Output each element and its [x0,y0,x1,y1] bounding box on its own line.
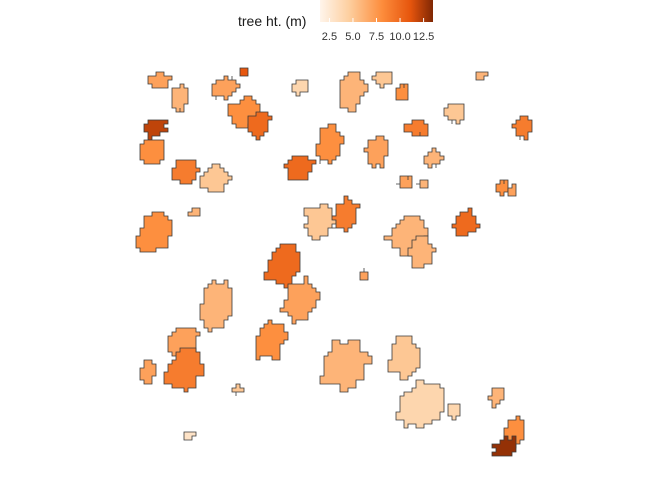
tree-crown-14 [395,83,409,101]
tree-crown-30 [495,179,509,197]
tree-crown-44 [447,403,461,421]
tree-crown-24 [416,179,429,189]
tree-crown-32 [135,211,173,253]
tree-crown-10 [239,67,249,77]
tree-crown-41 [319,339,373,393]
tree-crown-48 [231,383,245,396]
tree-crown-11 [291,79,309,97]
legend-tick-label: 5.0 [345,31,360,43]
tree-crown-33 [187,207,201,217]
tree-crown-21 [283,155,317,181]
tree-crown-7 [211,75,241,101]
tree-crown-43 [395,379,445,429]
tree-crown-25 [303,203,337,241]
tree-crown-4 [139,139,165,165]
legend-tick-label: 7.5 [369,31,384,43]
tree-crown-3 [143,119,169,141]
tree-crown-17 [423,147,445,169]
tree-crown-39 [163,347,205,393]
tree-crown-18 [443,103,465,125]
tree-crown-37 [199,279,233,333]
tree-crown-49 [359,268,369,281]
tree-crown-16 [363,135,389,169]
tree-crown-15 [403,119,429,137]
legend-colorbar [320,0,433,22]
tree-crown-2 [171,83,189,113]
tree-crown-46 [491,435,517,457]
tree-crown-28 [451,207,481,237]
tree-crown-22 [315,123,345,165]
legend-tick-label: 12.5 [413,31,434,43]
crown-layer [135,67,533,457]
tree-crown-23 [396,175,413,189]
tree-crown-6 [199,163,233,193]
legend-title: tree ht. (m) [238,13,306,29]
tree-crown-5 [171,159,201,185]
tree-crown-12 [339,71,369,113]
tree-crown-9 [247,111,273,141]
tree-crown-26 [331,195,361,233]
tree-crown-20 [475,71,489,81]
tree-crown-47 [183,431,197,441]
legend-ticks: 2.5 5.0 7.5 10.0 12.5 [322,18,434,43]
legend-tick-label: 2.5 [322,31,337,43]
tree-crown-35 [279,275,321,325]
tree-crown-40 [139,359,157,385]
tree-crown-13 [371,71,393,89]
tree-crown-19 [511,115,533,141]
tree-crown-36 [255,319,289,361]
legend-tick-label: 10.0 [389,31,410,43]
tree-crown-42 [387,335,421,381]
tree-crown-29 [407,235,437,269]
tree-crown-1 [147,71,173,89]
tree-crown-50 [487,387,505,409]
tree-crown-31 [507,183,517,197]
tree-crown-34 [263,243,301,289]
color-legend: tree ht. (m) 2.5 5.0 7.5 10.0 12.5 [238,0,434,43]
